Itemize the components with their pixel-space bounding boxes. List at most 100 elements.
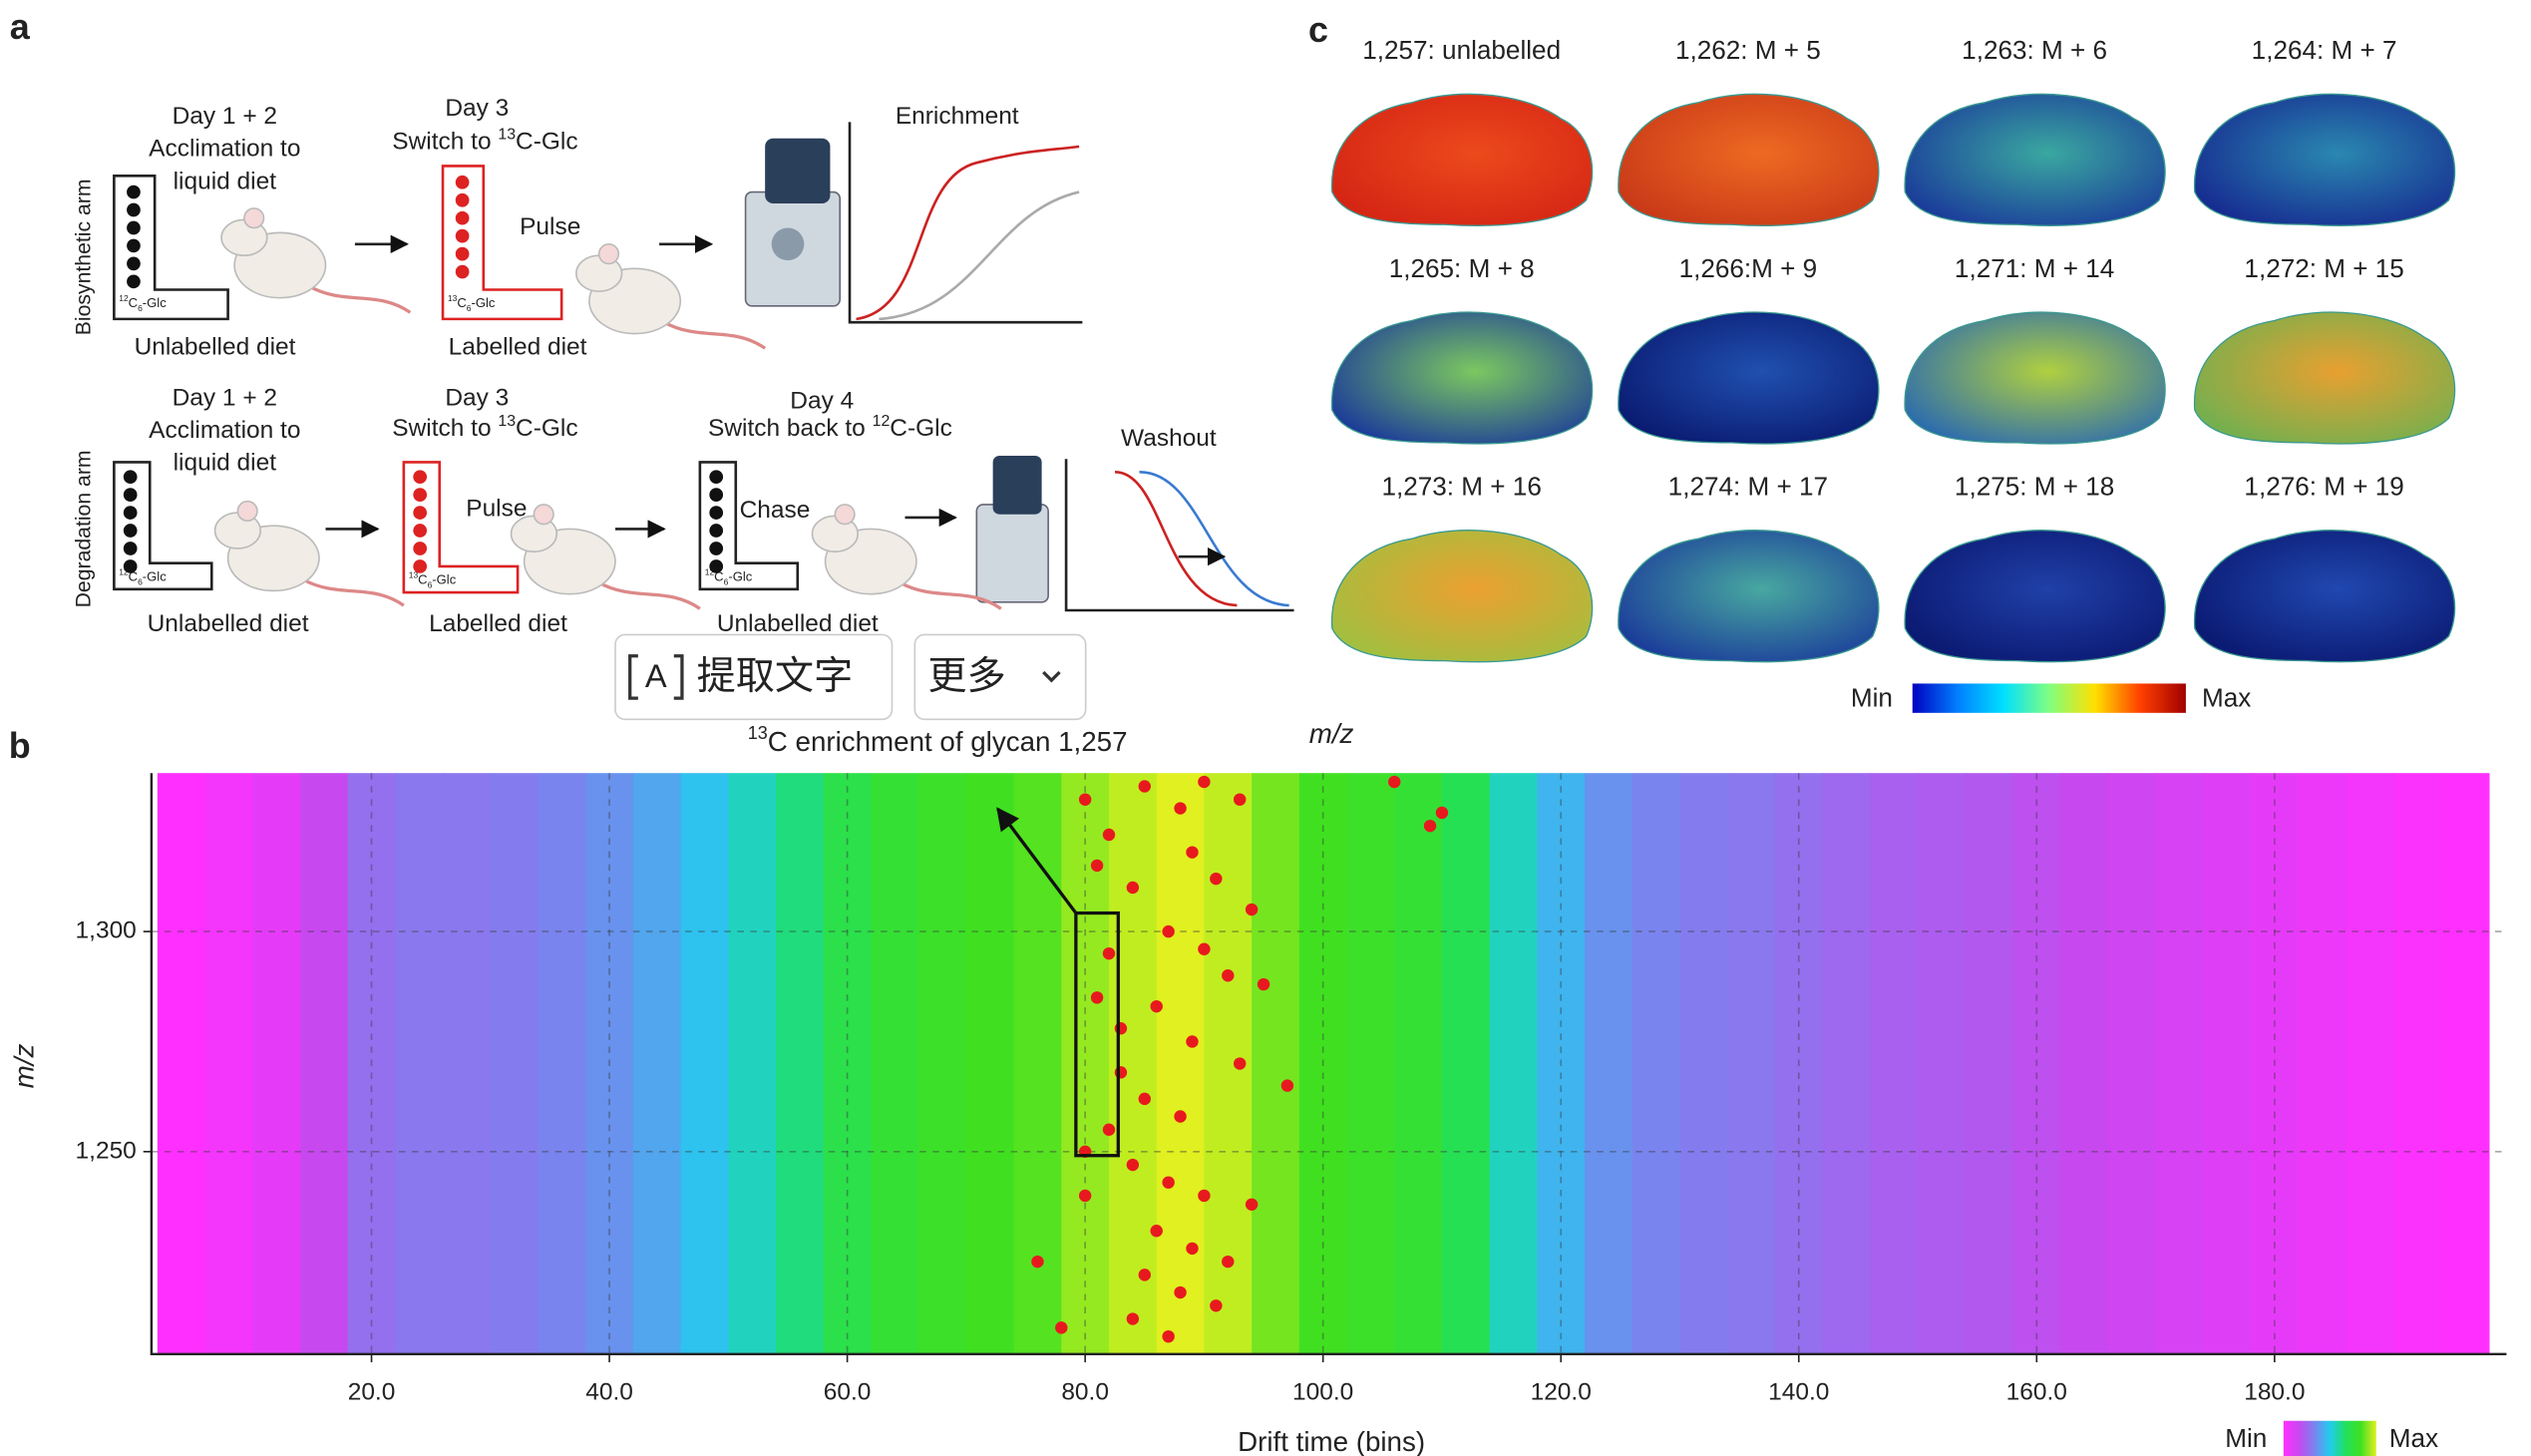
- heatmap-column: [1252, 773, 1300, 1354]
- heatmap-column: [1585, 773, 1633, 1354]
- pellet: [413, 559, 428, 573]
- text-part: -Glc: [432, 572, 456, 587]
- heatmap-column: [1727, 773, 1776, 1354]
- data-point: [1090, 991, 1104, 1004]
- colorbar: [1912, 683, 2186, 713]
- pellet: [127, 238, 141, 253]
- heatmap-column: [1394, 773, 1443, 1354]
- data-point: [1055, 1321, 1068, 1334]
- label: 1,263: M + 6: [1962, 35, 2107, 65]
- text-part: 12: [119, 567, 129, 577]
- button-label[interactable]: 提取文字: [697, 655, 854, 698]
- heatmap-column: [1537, 773, 1587, 1354]
- heatmap-column: [538, 773, 587, 1354]
- text-part: C-Glc: [516, 129, 578, 156]
- pellet: [413, 524, 428, 538]
- heatmap-column: [871, 773, 920, 1354]
- text-part: C enrichment of glycan 1,257: [768, 726, 1128, 757]
- data-point: [1222, 969, 1235, 982]
- heatmap-column: [728, 773, 778, 1354]
- data-point: [1222, 1255, 1235, 1269]
- data-point: [1162, 1176, 1175, 1189]
- heatmap-column: [1631, 773, 1681, 1354]
- more-button[interactable]: 更多: [913, 633, 1087, 721]
- heatmap-column: [2440, 773, 2490, 1354]
- text-part: 6: [138, 303, 143, 313]
- label: 1,272: M + 15: [2244, 253, 2403, 283]
- data-point: [1126, 1312, 1140, 1325]
- button-bg[interactable]: [913, 633, 1087, 721]
- label: 40.0: [585, 1378, 633, 1405]
- data-point: [1435, 806, 1449, 820]
- highlight-box: [1074, 910, 1120, 1158]
- label: Day 1 + 2: [173, 384, 277, 411]
- mouse-ear: [834, 504, 856, 526]
- heatmap-column: [1109, 773, 1158, 1354]
- panel-a-graphics: [113, 122, 1294, 612]
- annotation-arrow: [996, 807, 1078, 914]
- label: 20.0: [348, 1378, 396, 1405]
- label: 60.0: [824, 1378, 872, 1405]
- label: liquid diet: [174, 450, 277, 477]
- heatmap-column: [1156, 773, 1206, 1354]
- icon-bracket[interactable]: [628, 654, 684, 700]
- text-part: 13: [498, 126, 516, 143]
- curve: [856, 145, 1080, 321]
- label: 80.0: [1061, 1378, 1109, 1405]
- text-part: -Glc: [471, 296, 495, 311]
- label: 1,271: M + 14: [1955, 253, 2114, 283]
- label: Switch to 13C-Glc: [392, 413, 577, 443]
- data-point: [1245, 1198, 1259, 1211]
- data-point: [1174, 1285, 1187, 1299]
- graph-axis: [1064, 459, 1294, 612]
- text-part: 6: [138, 577, 143, 587]
- chevron[interactable]: [1042, 670, 1061, 683]
- text-part: 12: [119, 293, 129, 303]
- label: Min: [2225, 1423, 2267, 1453]
- label: 1,257: unlabelled: [1362, 35, 1561, 65]
- text-part: 13: [748, 723, 768, 743]
- extract-text-button[interactable]: A 提取文字: [614, 633, 894, 721]
- instrument: [744, 138, 1049, 603]
- heatmap-column: [918, 773, 967, 1354]
- label: Acclimation to: [149, 417, 300, 444]
- data-point: [1031, 1255, 1044, 1269]
- text-part: 6: [467, 303, 472, 313]
- data-point: [1233, 793, 1247, 806]
- label: Degradation arm: [73, 450, 96, 607]
- heatmap-column: [347, 773, 397, 1354]
- text-part: -Glc: [728, 569, 752, 584]
- button-label[interactable]: 更多: [927, 655, 1005, 698]
- data-point: [1126, 881, 1140, 895]
- heatmap-column: [1298, 773, 1348, 1354]
- pellet: [455, 246, 470, 261]
- data-point: [1186, 1035, 1199, 1048]
- text-part: C-Glc: [890, 415, 952, 442]
- data-point: [1186, 1242, 1199, 1256]
- button-bg[interactable]: [614, 633, 894, 721]
- label: Acclimation to: [149, 136, 300, 163]
- cage: [113, 461, 213, 591]
- pellet: [413, 542, 428, 555]
- label: liquid diet: [174, 168, 277, 194]
- icon-letter[interactable]: A: [645, 657, 667, 694]
- heatmap-column: [2393, 773, 2442, 1354]
- label: 1,300: [76, 917, 137, 944]
- label: Unlabelled diet: [717, 610, 879, 637]
- label: m/z: [1309, 718, 1354, 749]
- data-point: [1198, 942, 1211, 955]
- heatmap-column: [2250, 773, 2300, 1354]
- curve: [1114, 470, 1238, 607]
- heatmap-column: [1822, 773, 1872, 1354]
- axis: [150, 773, 2507, 1356]
- label: Labelled diet: [449, 334, 587, 361]
- label: Switch back to 12C-Glc: [708, 413, 952, 443]
- data-point: [1423, 819, 1437, 833]
- pellet: [127, 220, 141, 235]
- label: Max: [2202, 683, 2251, 713]
- heatmap-column: [1679, 773, 1729, 1354]
- label: 100.0: [1292, 1378, 1353, 1405]
- pellet: [127, 256, 141, 271]
- data-point: [1102, 946, 1116, 960]
- text-part: Switch to: [392, 129, 498, 156]
